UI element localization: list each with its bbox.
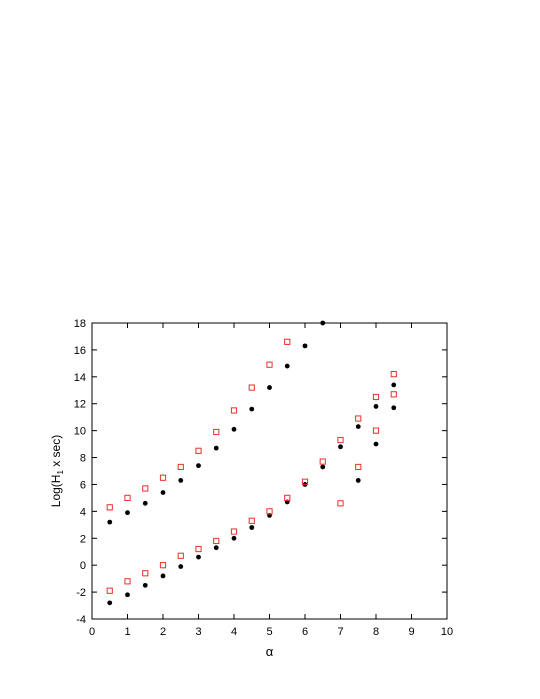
data-point-circle [196, 554, 201, 560]
y-tick-label: 6 [80, 479, 86, 491]
data-point-circle [267, 385, 272, 390]
data-point-circle [142, 582, 148, 588]
y-tick-label: 4 [80, 506, 86, 518]
x-tick-label: 0 [89, 626, 95, 638]
data-point-circle [320, 464, 326, 470]
data-point-circle [391, 382, 397, 388]
data-point-circle [320, 320, 326, 326]
y-tick-label: -4 [76, 614, 86, 626]
data-point-square [124, 494, 131, 502]
y-axis-label-rest: x sec) [49, 435, 63, 470]
data-point-circle [249, 406, 255, 412]
x-tick-label: 3 [195, 626, 201, 638]
data-point-circle [178, 478, 184, 483]
y-tick-label: 10 [74, 426, 86, 438]
data-point-square [230, 528, 238, 535]
data-point-square [106, 504, 113, 511]
data-point-square [106, 587, 113, 594]
data-point-circle [213, 545, 219, 551]
data-point-circle [125, 510, 130, 516]
x-tick-label: 10 [441, 626, 453, 638]
data-point-square [284, 338, 291, 345]
data-point-circle [142, 500, 148, 506]
data-point-square [213, 428, 220, 436]
data-point-square [355, 463, 362, 471]
y-tick-label: 18 [74, 318, 86, 330]
x-tick-label: 1 [124, 626, 130, 638]
data-point-square [372, 393, 380, 401]
data-point-square [266, 508, 273, 515]
x-tick-label: 6 [302, 626, 308, 638]
y-tick-label: 0 [80, 560, 86, 572]
data-point-square [159, 474, 167, 481]
x-tick-label: 5 [266, 626, 272, 638]
data-point-circle [160, 573, 166, 579]
data-point-square [177, 463, 184, 471]
data-point-circle [231, 426, 237, 432]
y-tick-label: 14 [74, 372, 86, 384]
data-point-square [159, 562, 167, 569]
data-point-circle [213, 445, 219, 451]
data-point-circle [107, 519, 113, 525]
axis-ticks [91, 322, 448, 620]
data-point-circle [373, 441, 379, 447]
y-tick-label: 8 [80, 453, 86, 465]
data-point-square [266, 361, 273, 368]
data-point-square [337, 436, 344, 444]
data-point-square [355, 415, 362, 422]
x-tick-label: 7 [337, 626, 343, 638]
data-point-circle [196, 463, 201, 469]
data-point-square [213, 537, 220, 545]
data-point-circle [355, 478, 361, 483]
y-tick-label: 2 [80, 533, 86, 545]
data-point-square [337, 500, 344, 507]
x-tick-label: 8 [373, 626, 379, 638]
data-point-square [390, 391, 397, 398]
y-axis-label: Log(H1 x sec) [49, 435, 65, 507]
data-point-square [195, 545, 202, 553]
x-tick-label: 4 [231, 626, 237, 638]
data-point-square [195, 447, 202, 454]
data-point-circle [125, 592, 130, 598]
data-point-circle [355, 424, 361, 429]
y-tick-label: 16 [74, 345, 86, 357]
data-point-circle [338, 444, 343, 450]
data-point-square [124, 578, 131, 585]
data-point-square [142, 485, 149, 492]
data-point-circle [391, 405, 397, 411]
x-tick-label: 9 [408, 626, 414, 638]
y-tick-label: 12 [74, 399, 86, 411]
data-point-square [319, 458, 326, 465]
data-point-square [284, 494, 291, 502]
x-axis-label: α [266, 644, 274, 659]
data-points [106, 320, 397, 606]
data-point-circle [160, 490, 166, 495]
data-point-square [372, 427, 380, 434]
data-point-circle [302, 343, 308, 349]
data-point-square [248, 517, 255, 524]
data-point-square [142, 570, 149, 577]
data-point-circle [249, 525, 255, 530]
y-axis-label-subscript: 1 [56, 470, 65, 475]
data-point-circle [284, 363, 290, 369]
data-point-square [301, 478, 309, 485]
data-point-circle [107, 600, 113, 606]
x-tick-label: 2 [160, 626, 166, 638]
data-point-square [230, 407, 238, 414]
data-point-circle [178, 564, 184, 569]
data-point-square [390, 371, 397, 378]
y-tick-label: -2 [76, 587, 86, 599]
data-point-square [177, 552, 184, 559]
data-point-square [248, 384, 255, 391]
y-axis-label-main: Log(H [49, 475, 63, 508]
data-point-circle [373, 404, 379, 409]
data-point-circle [231, 535, 237, 541]
